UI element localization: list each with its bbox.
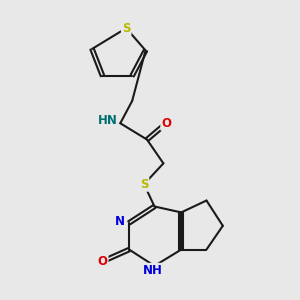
Text: N: N (115, 215, 125, 228)
Text: HN: HN (98, 114, 118, 128)
Text: S: S (122, 22, 130, 34)
Text: O: O (161, 117, 171, 130)
Text: O: O (98, 255, 107, 268)
Text: S: S (140, 178, 148, 191)
Text: NH: NH (143, 264, 163, 277)
